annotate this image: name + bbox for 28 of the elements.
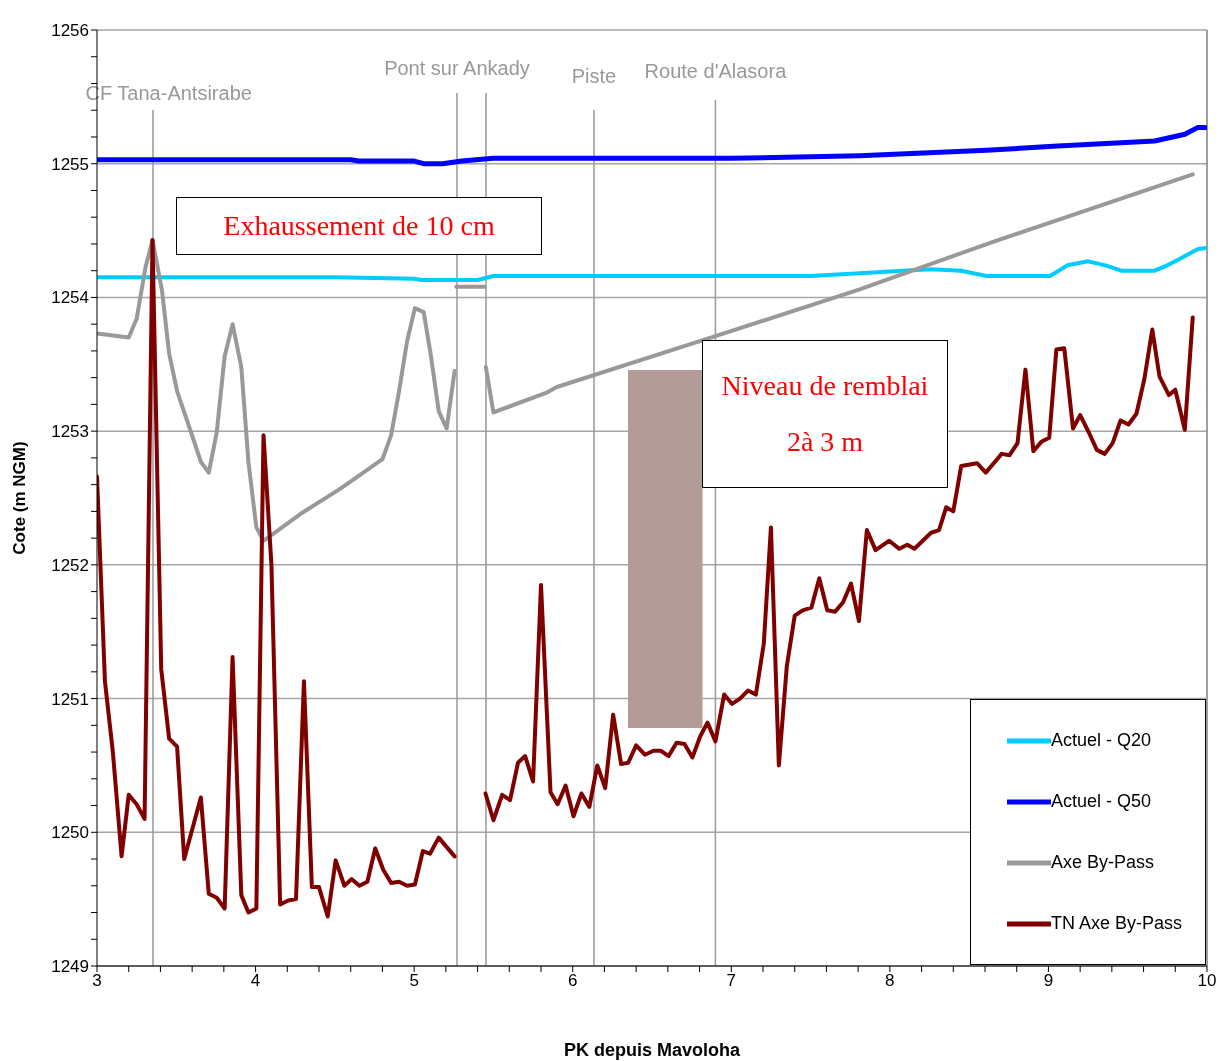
x-tick-label: 3 [92,971,102,991]
text-box: Exhaussement de 10 cm [176,197,542,255]
x-axis-title: PK depuis Mavoloha [563,1039,741,1061]
x-tick-label: 8 [885,971,895,991]
legend-label: Axe By-Pass [1051,852,1155,873]
x-tick-label: 10 [1197,971,1217,991]
legend-label: Actuel - Q50 [1051,791,1152,812]
legend-label: Actuel - Q20 [1051,730,1152,751]
y-tick-label: 1253 [51,422,89,442]
ref-line-label: Route d'Alasora [644,60,788,83]
x-tick-label: 9 [1043,971,1054,991]
y-tick-label: 1256 [51,21,89,41]
legend-label: TN Axe By-Pass [1051,913,1183,934]
line-series [97,245,1207,283]
y-tick-label: 1255 [51,154,89,174]
y-tick-label: 1254 [51,288,89,308]
ref-line-label: Piste [571,65,617,88]
y-tick-label: 1250 [51,823,89,843]
text-box: Niveau de remblai 2à 3 m [702,340,948,488]
y-tick-label: 1249 [51,957,89,977]
x-tick-label: 4 [250,971,261,991]
y-tick-label: 1252 [51,555,89,575]
x-tick-label: 7 [726,971,737,991]
x-tick-label: 5 [409,971,419,991]
ref-line-label: Pont sur Ankady [384,57,530,80]
x-tick-label: 6 [567,971,578,991]
y-axis-title: Cote (m NGM) [10,441,30,555]
y-tick-label: 1251 [51,689,89,709]
